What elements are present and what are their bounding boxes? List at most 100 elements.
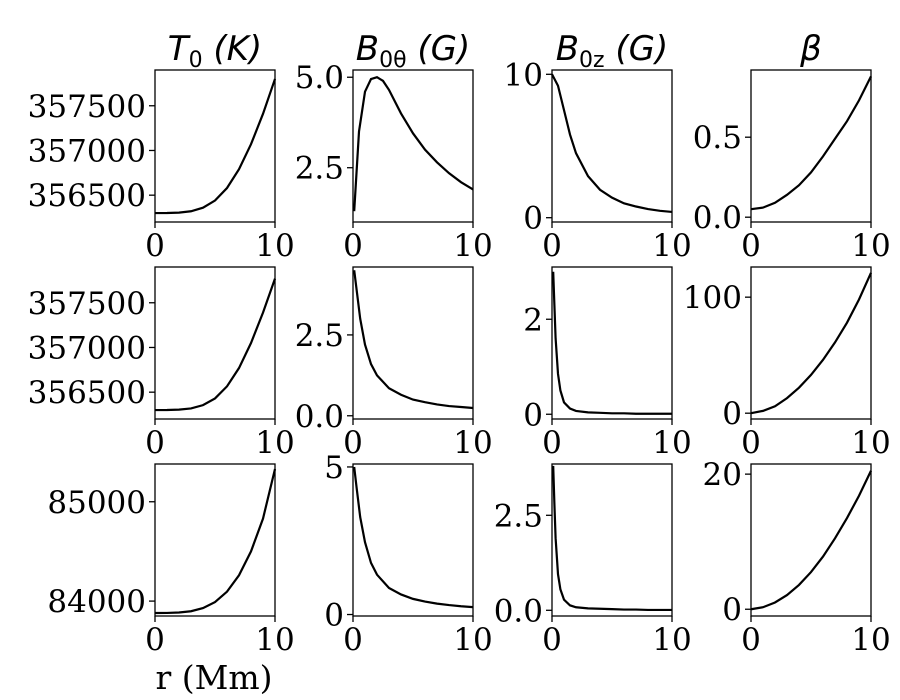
panel-r2-c2: 0 10 0.0 2.5 (494, 463, 692, 658)
panel-r2-c0: 0 10 84000 85000 (47, 463, 295, 658)
axes-frame (551, 266, 673, 420)
column-titles: T0 (K) B0θ (G) B0z (G) β (168, 29, 822, 73)
panel-r0-c2: 0 10 0 10 (504, 57, 692, 264)
x-tick-label: 0 (343, 622, 363, 658)
x-tick-label: 10 (255, 228, 294, 264)
y-tick-label: 0.0 (295, 399, 344, 435)
x-tick-label: 0 (145, 425, 165, 461)
x-tick-label: 10 (652, 425, 691, 461)
axes-frame (750, 69, 872, 223)
axes-frame (154, 266, 276, 420)
x-tick-label: 10 (652, 228, 691, 264)
column-title-unit: (G) (605, 29, 669, 69)
panel-r0-c0: 0 10 356500 357000 357500 (28, 69, 295, 264)
x-tick-label: 10 (453, 622, 492, 658)
column-title-subscript: 0 (189, 48, 203, 73)
y-tick-label: 0 (523, 397, 543, 433)
column-title-main: B (556, 29, 579, 69)
column-title-subscript: 0θ (379, 48, 406, 73)
x-tick-label: 0 (741, 228, 761, 264)
panel-r2-c3: 0 10 0 20 (703, 457, 891, 658)
y-tick-label: 100 (683, 280, 742, 316)
column-title-subscript: 0z (579, 48, 605, 73)
y-tick-label: 5 (324, 450, 344, 486)
column-title-main: B (356, 29, 379, 69)
y-tick-label: 2 (523, 302, 543, 338)
x-tick-label: 0 (343, 425, 363, 461)
y-tick-label: 2.5 (295, 151, 344, 187)
y-tick-label: 356500 (28, 178, 146, 214)
column-title-3: β (799, 29, 822, 69)
y-tick-label: 2.5 (295, 318, 344, 354)
y-tick-label: 357000 (28, 330, 146, 366)
y-tick-label: 20 (703, 457, 742, 493)
series-line-B0theta (353, 270, 474, 410)
x-tick-label: 10 (652, 622, 691, 658)
column-title-2: B0z (G) (556, 29, 669, 73)
series-line-B0z (552, 271, 672, 415)
y-tick-label: 0.0 (494, 593, 543, 629)
panel-r1-c2: 0 10 0 2 (523, 266, 692, 461)
series-line-T0 (154, 78, 277, 215)
column-title-0: T0 (K) (168, 29, 262, 73)
column-title-main: T (168, 29, 191, 69)
axes-frame (750, 266, 872, 420)
axes-frame (551, 463, 673, 617)
x-tick-label: 0 (343, 228, 363, 264)
series-line-beta (750, 470, 872, 611)
axes-frame (352, 463, 474, 617)
panel-r0-c3: 0 10 0.0 0.5 (693, 69, 891, 264)
y-tick-label: 357500 (28, 286, 146, 322)
x-tick-label: 0 (741, 425, 761, 461)
series-line-B0z (552, 465, 672, 612)
series-line-B0theta (353, 466, 474, 609)
series-line-T0 (154, 468, 277, 615)
column-title-unit: (K) (203, 29, 263, 69)
y-tick-label: 10 (504, 57, 543, 93)
y-tick-label: 357500 (28, 89, 146, 125)
x-tick-label: 10 (453, 228, 492, 264)
y-tick-label: 85000 (47, 485, 146, 521)
y-tick-label: 0.0 (693, 200, 742, 236)
axes-frame (551, 69, 673, 223)
series-line-B0z (551, 73, 673, 214)
y-tick-label: 0 (722, 592, 742, 628)
axes-frame (750, 463, 872, 617)
x-tick-label: 10 (255, 622, 294, 658)
series-line-beta (750, 272, 873, 415)
x-axis-label: r (Mm) (155, 658, 272, 697)
x-tick-label: 10 (851, 228, 890, 264)
column-title-1: B0θ (G) (356, 29, 470, 73)
y-tick-label: 2.5 (494, 498, 543, 534)
y-tick-label: 5.0 (295, 60, 344, 96)
x-tick-label: 0 (542, 622, 562, 658)
x-tick-label: 0 (145, 228, 165, 264)
x-tick-label: 0 (542, 425, 562, 461)
y-tick-label: 357000 (28, 133, 146, 169)
panel-r2-c1: 0 10 0 5 (324, 450, 492, 658)
axes-frame (352, 69, 474, 223)
column-title-main: β (799, 29, 822, 69)
axes-frame (352, 266, 474, 420)
x-tick-label: 0 (145, 622, 165, 658)
x-tick-label: 10 (255, 425, 294, 461)
y-tick-label: 0 (324, 598, 344, 634)
panel-r0-c1: 0 10 2.5 5.0 (295, 60, 493, 264)
series-line-B0theta (353, 76, 474, 212)
x-tick-label: 10 (851, 622, 890, 658)
x-tick-label: 10 (453, 425, 492, 461)
x-tick-label: 0 (741, 622, 761, 658)
series-line-T0 (154, 278, 277, 412)
x-tick-label: 10 (851, 425, 890, 461)
column-title-unit: (G) (407, 29, 471, 69)
axes-frame (154, 463, 276, 617)
y-tick-label: 0 (722, 396, 742, 432)
series-line-beta (750, 75, 872, 211)
y-tick-label: 0 (523, 201, 543, 237)
panel-r1-c0: 0 10 356500 357000 357500 (28, 266, 295, 461)
y-tick-label: 84000 (47, 584, 146, 620)
panel-r1-c1: 0 10 0.0 2.5 (295, 266, 493, 461)
